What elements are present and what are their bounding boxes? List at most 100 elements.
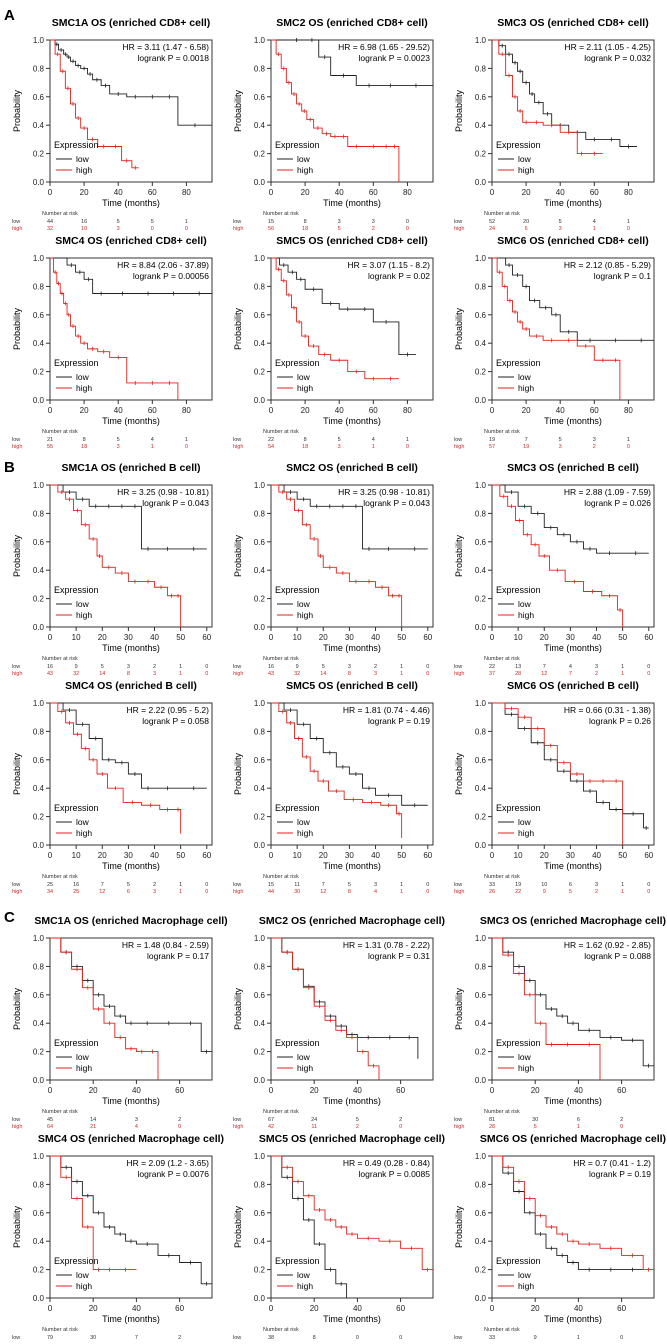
risk-count-low: 44 bbox=[47, 219, 53, 225]
y-tick-label: 0.6 bbox=[254, 1209, 266, 1218]
panel-title: SMC1A OS (enriched B cell) bbox=[61, 462, 200, 474]
y-tick-label: 0.0 bbox=[33, 1076, 45, 1085]
y-tick-label: 0.6 bbox=[33, 93, 45, 102]
panel-title: SMC1A OS (enriched CD8+ cell) bbox=[52, 17, 211, 29]
x-tick-label: 0 bbox=[48, 1304, 53, 1313]
x-tick-label: 40 bbox=[132, 1086, 141, 1095]
y-tick-label: 0.4 bbox=[254, 1237, 266, 1246]
hazard-ratio: HR = 1.81 (0.74 - 4.46) bbox=[343, 705, 430, 715]
y-tick-label: 0.6 bbox=[475, 311, 487, 320]
y-tick-label: 0.0 bbox=[254, 1294, 266, 1303]
risk-count-low: 52 bbox=[489, 219, 495, 225]
logrank-p: logrank P = 0.31 bbox=[368, 951, 430, 961]
section-label: A bbox=[4, 7, 15, 24]
logrank-p: logrank P = 0.043 bbox=[142, 498, 209, 508]
plot-frame bbox=[491, 39, 655, 183]
risk-count-high: 11 bbox=[311, 1124, 317, 1130]
survival-curve-high bbox=[50, 39, 139, 169]
risk-count-high: 1 bbox=[179, 889, 182, 895]
risk-row-label-low: low bbox=[454, 1335, 462, 1339]
risk-count-high: 1 bbox=[400, 671, 403, 677]
y-tick-label: 0.8 bbox=[254, 282, 266, 291]
hazard-ratio: HR = 1.62 (0.92 - 2.85) bbox=[564, 940, 651, 950]
x-tick-label: 50 bbox=[176, 851, 185, 860]
risk-count-low: 16 bbox=[47, 664, 53, 670]
x-tick-label: 0 bbox=[48, 188, 53, 197]
legend-title: Expression bbox=[54, 358, 99, 368]
risk-count-low: 5 bbox=[559, 437, 562, 443]
risk-count-low: 0 bbox=[620, 1335, 623, 1339]
y-tick-label: 0.0 bbox=[33, 1294, 45, 1303]
risk-count-high: 8 bbox=[127, 671, 130, 677]
risk-count-high: 1 bbox=[593, 226, 596, 232]
risk-count-low: 3 bbox=[348, 664, 351, 670]
risk-count-low: 8 bbox=[304, 437, 307, 443]
y-tick-label: 1.0 bbox=[33, 481, 45, 490]
risk-count-high: 5 bbox=[338, 226, 341, 232]
risk-row-label-high: high bbox=[454, 1124, 464, 1130]
legend-low-label: low bbox=[518, 1270, 532, 1280]
panel-title: SMC1A OS (enriched Macrophage cell) bbox=[34, 915, 227, 927]
legend-title: Expression bbox=[54, 140, 99, 150]
risk-count-low: 19 bbox=[489, 437, 495, 443]
panel-title: SMC2 OS (enriched CD8+ cell) bbox=[276, 17, 427, 29]
risk-row-label-low: low bbox=[233, 1117, 241, 1123]
y-tick-label: 0.0 bbox=[254, 623, 266, 632]
risk-count-low: 2 bbox=[620, 1117, 623, 1123]
risk-count-low: 5 bbox=[151, 219, 154, 225]
y-tick-label: 0.8 bbox=[33, 1180, 45, 1189]
risk-header: Number at risk bbox=[263, 1109, 299, 1115]
y-tick-label: 1.0 bbox=[254, 36, 266, 45]
plot-frame bbox=[491, 484, 655, 628]
risk-count-high: 2 bbox=[595, 671, 598, 677]
risk-count-high: 56 bbox=[268, 226, 274, 232]
legend-high-label: high bbox=[297, 165, 313, 175]
legend-low-label: low bbox=[76, 372, 90, 382]
x-tick-label: 0 bbox=[490, 1304, 495, 1313]
y-tick-label: 0.4 bbox=[475, 1019, 487, 1028]
x-tick-label: 40 bbox=[592, 633, 601, 642]
logrank-p: logrank P = 0.02 bbox=[368, 271, 430, 281]
survival-curve-high bbox=[50, 702, 182, 834]
x-tick-label: 10 bbox=[514, 851, 523, 860]
y-tick-label: 0.2 bbox=[33, 150, 45, 159]
y-axis-label: Probability bbox=[454, 987, 464, 1030]
y-tick-label: 0.4 bbox=[475, 784, 487, 793]
legend-title: Expression bbox=[54, 1256, 99, 1266]
risk-count-high: 4 bbox=[374, 889, 377, 895]
risk-count-low: 4 bbox=[372, 437, 375, 443]
y-tick-label: 1.0 bbox=[254, 481, 266, 490]
legend-title: Expression bbox=[275, 1038, 320, 1048]
x-tick-label: 60 bbox=[644, 633, 653, 642]
x-tick-label: 10 bbox=[293, 633, 302, 642]
legend-title: Expression bbox=[54, 1038, 99, 1048]
risk-count-high: 0 bbox=[627, 444, 630, 450]
risk-count-high: 24 bbox=[489, 226, 495, 232]
risk-count-low: 22 bbox=[489, 664, 495, 670]
survival-curve-low bbox=[271, 39, 433, 86]
risk-count-high: 3 bbox=[117, 444, 120, 450]
risk-row-label-high: high bbox=[454, 889, 464, 895]
survival-curve-low bbox=[271, 1155, 348, 1298]
logrank-p: logrank P = 0.00056 bbox=[133, 271, 209, 281]
risk-row-label-high: high bbox=[233, 889, 243, 895]
legend-high-label: high bbox=[76, 383, 92, 393]
risk-count-low: 81 bbox=[489, 1117, 495, 1123]
risk-row-label-high: high bbox=[454, 444, 464, 450]
risk-header: Number at risk bbox=[42, 429, 78, 435]
y-tick-label: 0.0 bbox=[475, 1294, 487, 1303]
x-tick-label: 20 bbox=[301, 406, 310, 415]
risk-count-high: 18 bbox=[302, 226, 308, 232]
legend-title: Expression bbox=[275, 140, 320, 150]
plot-frame bbox=[49, 937, 213, 1081]
legend-high-label: high bbox=[76, 1063, 92, 1073]
risk-count-high: 0 bbox=[426, 671, 429, 677]
logrank-p: logrank P = 0.043 bbox=[363, 498, 430, 508]
legend-high-label: high bbox=[297, 610, 313, 620]
y-tick-label: 0.6 bbox=[254, 311, 266, 320]
hazard-ratio: HR = 3.07 (1.15 - 8.2) bbox=[348, 260, 431, 270]
x-tick-label: 0 bbox=[269, 188, 274, 197]
risk-count-low: 1 bbox=[621, 664, 624, 670]
x-tick-label: 60 bbox=[644, 851, 653, 860]
risk-count-high: 1 bbox=[151, 444, 154, 450]
